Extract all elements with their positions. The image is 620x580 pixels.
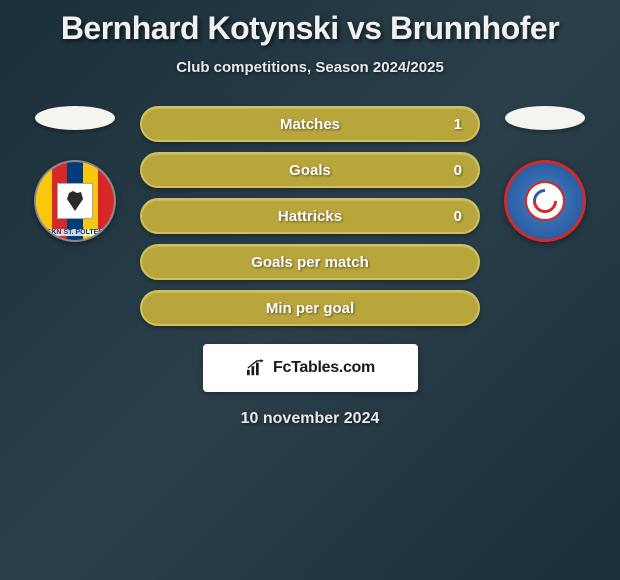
stat-label: Goals per match	[251, 254, 369, 271]
badge-inner	[525, 181, 565, 221]
stat-value-right: 1	[454, 116, 462, 133]
stat-row-matches: Matches 1	[140, 106, 480, 142]
stat-label: Hattricks	[278, 208, 342, 225]
stat-label: Goals	[289, 162, 331, 179]
stat-row-hattricks: Hattricks 0	[140, 198, 480, 234]
stat-row-goals-per-match: Goals per match	[140, 244, 480, 280]
stat-row-min-per-goal: Min per goal	[140, 290, 480, 326]
date-text: 10 november 2024	[241, 410, 380, 428]
logo-text: FcTables.com	[273, 359, 375, 377]
player-photo-placeholder-left	[35, 106, 115, 130]
page-title: Bernhard Kotynski vs Brunnhofer	[61, 10, 559, 47]
right-player-column	[495, 106, 595, 242]
badge-text-left: SKN ST. PÖLTEN	[36, 229, 114, 236]
stats-column: Matches 1 Goals 0 Hattricks 0 Goals per …	[140, 106, 480, 326]
stat-label: Matches	[280, 116, 340, 133]
fctables-logo[interactable]: FcTables.com	[203, 344, 418, 392]
player-photo-placeholder-right	[505, 106, 585, 130]
chart-icon	[245, 359, 267, 377]
swirl-icon	[528, 184, 562, 218]
badge-emblem	[57, 183, 93, 219]
main-row: SKN ST. PÖLTEN Matches 1 Goals 0 Hattric…	[0, 106, 620, 326]
comparison-widget: Bernhard Kotynski vs Brunnhofer Club com…	[0, 0, 620, 438]
page-subtitle: Club competitions, Season 2024/2025	[176, 59, 444, 76]
club-badge-right	[504, 160, 586, 242]
wolf-icon	[65, 191, 85, 211]
left-player-column: SKN ST. PÖLTEN	[25, 106, 125, 242]
club-badge-left: SKN ST. PÖLTEN	[34, 160, 116, 242]
stat-value-right: 0	[454, 208, 462, 225]
stat-label: Min per goal	[266, 300, 354, 317]
stat-value-right: 0	[454, 162, 462, 179]
stat-row-goals: Goals 0	[140, 152, 480, 188]
